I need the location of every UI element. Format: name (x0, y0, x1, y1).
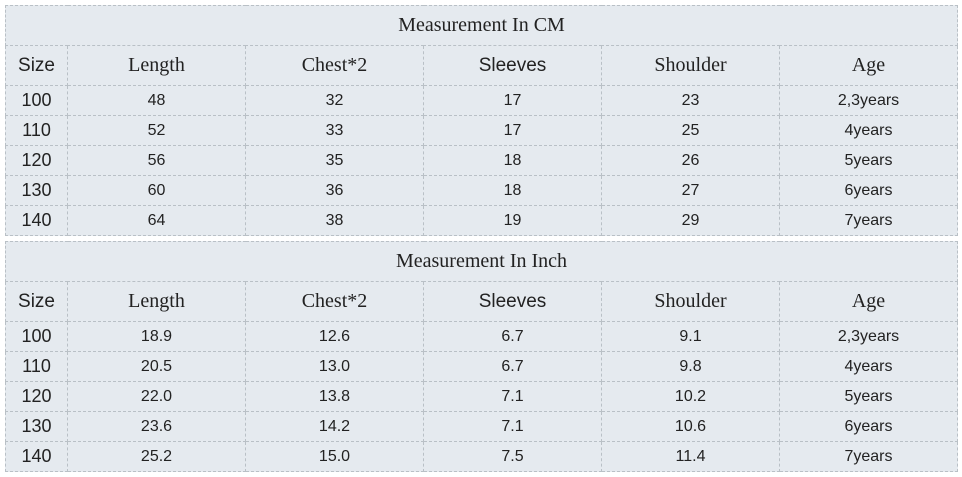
table-cell: 110 (5, 351, 68, 382)
table-cell: 140 (5, 205, 68, 236)
table-title: Measurement In CM (4, 5, 959, 46)
table-cell: 23.6 (67, 411, 246, 442)
table-cell: 33 (245, 115, 424, 146)
table-cell: 7.5 (423, 441, 602, 472)
table-title: Measurement In Inch (4, 241, 959, 282)
table-cell: 36 (245, 175, 424, 206)
table-cell: 6years (778, 411, 959, 442)
table-cell: 7years (778, 441, 959, 472)
table-cell: 48 (67, 85, 246, 116)
column-header: Sleeves (423, 281, 602, 322)
table-cell: 4years (778, 351, 959, 382)
column-header: Size (5, 45, 68, 86)
table-cell: 7.1 (423, 381, 602, 412)
data-row: 100 48 32 17 23 2,3years (5, 85, 959, 116)
table-cell: 20.5 (67, 351, 246, 382)
table-cell: 18.9 (67, 321, 246, 352)
table-cell: 13.0 (245, 351, 424, 382)
table-cell: 2,3years (778, 321, 959, 352)
table-cell: 22.0 (67, 381, 246, 412)
table-cell: 5years (778, 145, 959, 176)
table-cell: 10.2 (601, 381, 780, 412)
header-row: Size Length Chest*2 Sleeves Shoulder Age (5, 281, 959, 322)
column-header: Length (67, 281, 246, 322)
table-cell: 12.6 (245, 321, 424, 352)
table-cell: 2,3years (778, 85, 959, 116)
table-cell: 35 (245, 145, 424, 176)
table-cell: 120 (5, 381, 68, 412)
table-cell: 9.1 (601, 321, 780, 352)
table-cell: 5years (778, 381, 959, 412)
column-header: Age (778, 45, 959, 86)
data-row: 110 20.5 13.0 6.7 9.8 4years (5, 351, 959, 382)
data-row: 110 52 33 17 25 4years (5, 115, 959, 146)
data-row: 100 18.9 12.6 6.7 9.1 2,3years (5, 321, 959, 352)
table-cell: 7years (778, 205, 959, 236)
table-cell: 130 (5, 411, 68, 442)
table-cell: 10.6 (601, 411, 780, 442)
table-cell: 9.8 (601, 351, 780, 382)
table-cell: 18 (423, 145, 602, 176)
column-header: Size (5, 281, 68, 322)
table-cell: 140 (5, 441, 68, 472)
table-cell: 60 (67, 175, 246, 206)
title-row: Measurement In CM (4, 5, 959, 46)
data-row: 120 56 35 18 26 5years (5, 145, 959, 176)
column-header: Chest*2 (245, 45, 424, 86)
table-cell: 17 (423, 85, 602, 116)
data-row: 140 64 38 19 29 7years (5, 205, 959, 236)
table-cell: 15.0 (245, 441, 424, 472)
table-cell: 27 (601, 175, 780, 206)
table-cell: 6.7 (423, 351, 602, 382)
data-row: 120 22.0 13.8 7.1 10.2 5years (5, 381, 959, 412)
column-header: Length (67, 45, 246, 86)
table-cell: 130 (5, 175, 68, 206)
table-cell: 100 (5, 321, 68, 352)
table-cell: 52 (67, 115, 246, 146)
column-header: Shoulder (601, 45, 780, 86)
column-header: Shoulder (601, 281, 780, 322)
table-cell: 13.8 (245, 381, 424, 412)
table-cell: 25.2 (67, 441, 246, 472)
data-row: 130 60 36 18 27 6years (5, 175, 959, 206)
table-cell: 7.1 (423, 411, 602, 442)
measurement-table: Measurement In Inch Size Length Chest*2 Slee… (4, 241, 959, 472)
table-cell: 14.2 (245, 411, 424, 442)
data-row: 140 25.2 15.0 7.5 11.4 7years (5, 441, 959, 472)
table-cell: 4years (778, 115, 959, 146)
table-cell: 56 (67, 145, 246, 176)
table-cell: 38 (245, 205, 424, 236)
table-cell: 17 (423, 115, 602, 146)
column-header: Chest*2 (245, 281, 424, 322)
table-cell: 120 (5, 145, 68, 176)
table-cell: 29 (601, 205, 780, 236)
table-cell: 25 (601, 115, 780, 146)
table-cell: 19 (423, 205, 602, 236)
data-row: 130 23.6 14.2 7.1 10.6 6years (5, 411, 959, 442)
table-cell: 110 (5, 115, 68, 146)
table-cell: 23 (601, 85, 780, 116)
table-cell: 11.4 (601, 441, 780, 472)
table-cell: 64 (67, 205, 246, 236)
title-row: Measurement In Inch (4, 241, 959, 282)
table-cell: 26 (601, 145, 780, 176)
table-cell: 6years (778, 175, 959, 206)
column-header: Sleeves (423, 45, 602, 86)
measurement-table: Measurement In CM Size Length Chest*2 Sleeve… (4, 5, 959, 236)
table-cell: 6.7 (423, 321, 602, 352)
header-row: Size Length Chest*2 Sleeves Shoulder Age (5, 45, 959, 86)
table-cell: 100 (5, 85, 68, 116)
table-cell: 18 (423, 175, 602, 206)
column-header: Age (778, 281, 959, 322)
table-cell: 32 (245, 85, 424, 116)
